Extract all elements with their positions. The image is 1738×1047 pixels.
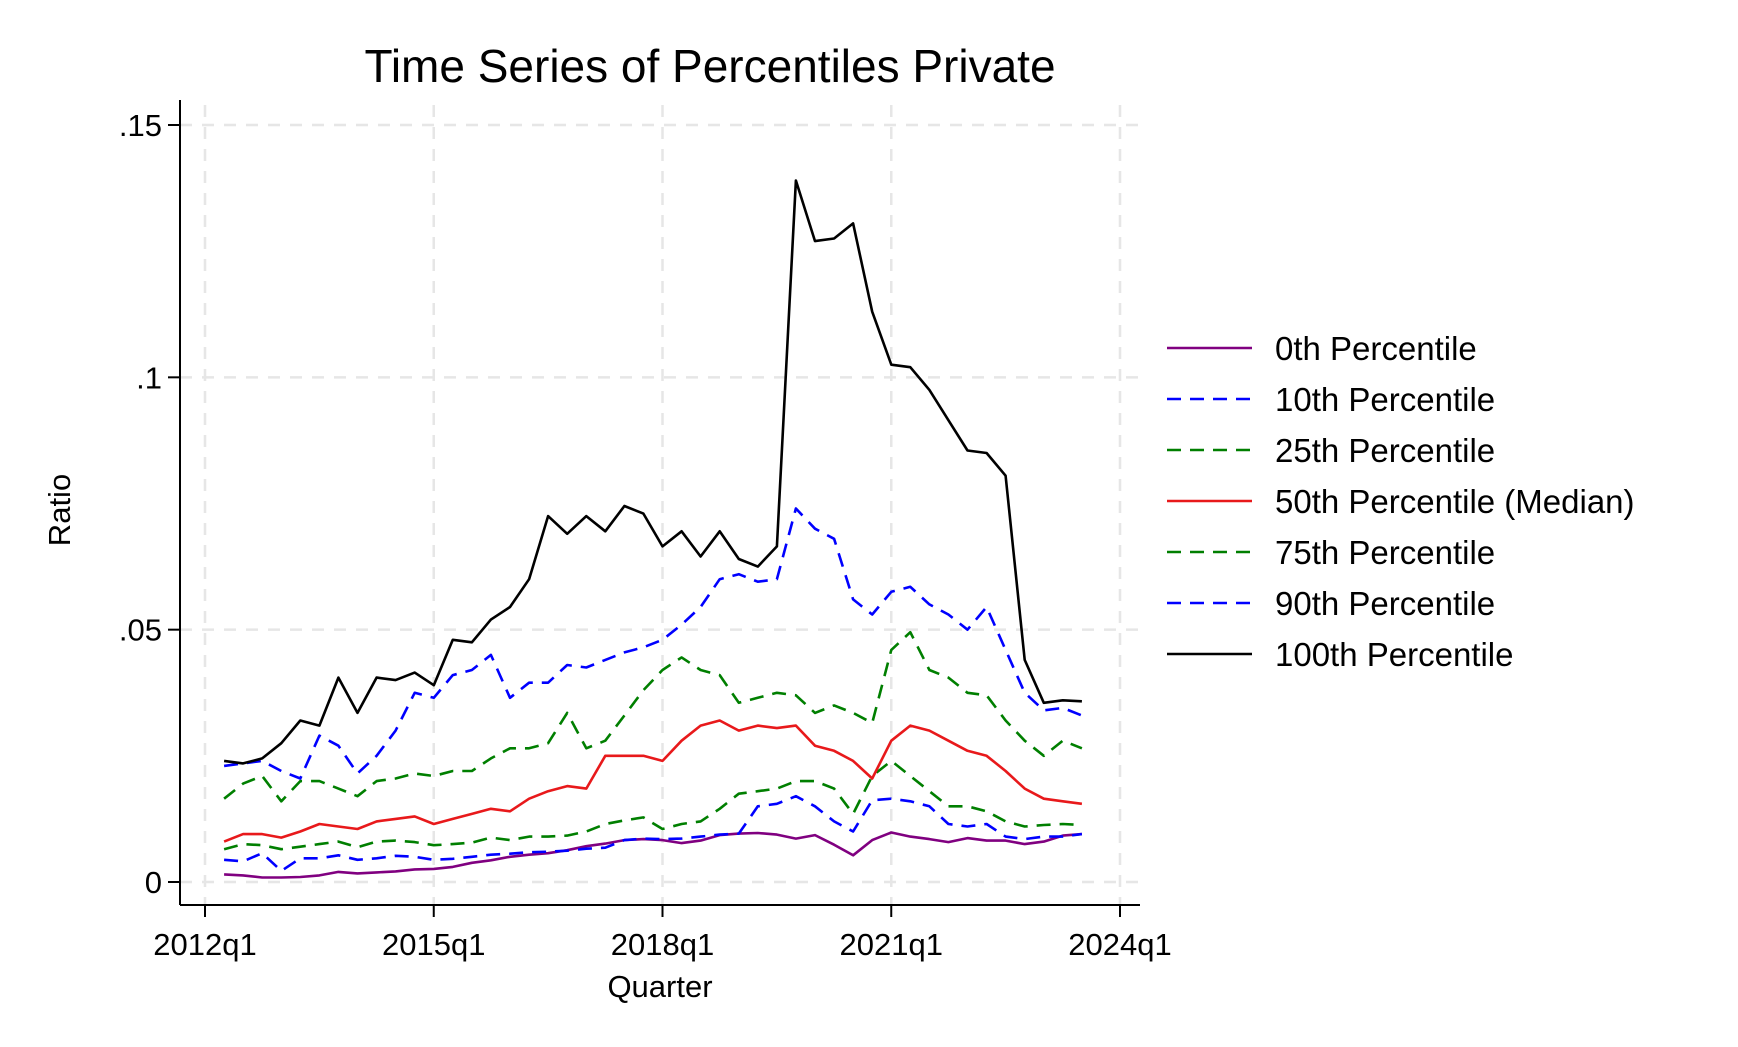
legend-label: 0th Percentile	[1275, 330, 1477, 367]
series-line-2	[223, 759, 1082, 851]
series-line-4	[223, 630, 1083, 803]
legend-label: 90th Percentile	[1275, 585, 1495, 622]
y-tick-label: .15	[119, 108, 162, 143]
legend: 0th Percentile 10th Percentile 25th Percen…	[1167, 330, 1635, 673]
series-line-6	[223, 179, 1082, 765]
y-tick-label: 0	[145, 865, 162, 900]
series-line-1	[223, 794, 1083, 873]
grid-lines	[180, 105, 1140, 905]
series-line-3	[223, 719, 1083, 843]
x-tick-label: 2015q1	[382, 927, 485, 962]
x-tick-label: 2024q1	[1068, 927, 1171, 962]
y-axis-label: Ratio	[42, 474, 77, 546]
legend-label: 10th Percentile	[1275, 381, 1495, 418]
y-tick-label: .05	[119, 613, 162, 648]
x-tick-label: 2018q1	[611, 927, 714, 962]
axes: 0 .05 .1 .15 2012q1 2015q1 2018q1 2021q1 2024q1	[119, 100, 1172, 962]
legend-label: 75th Percentile	[1275, 534, 1495, 571]
legend-label: 50th Percentile (Median)	[1275, 483, 1635, 520]
x-tick-label: 2021q1	[840, 927, 943, 962]
x-tick-label: 2012q1	[153, 927, 256, 962]
series-line-5	[223, 507, 1083, 780]
x-axis-label: Quarter	[607, 969, 712, 1004]
series-lines	[223, 179, 1083, 879]
legend-label: 25th Percentile	[1275, 432, 1495, 469]
legend-label: 100th Percentile	[1275, 636, 1514, 673]
chart-title: Time Series of Percentiles Private	[364, 40, 1055, 92]
y-tick-label: .1	[136, 360, 162, 395]
